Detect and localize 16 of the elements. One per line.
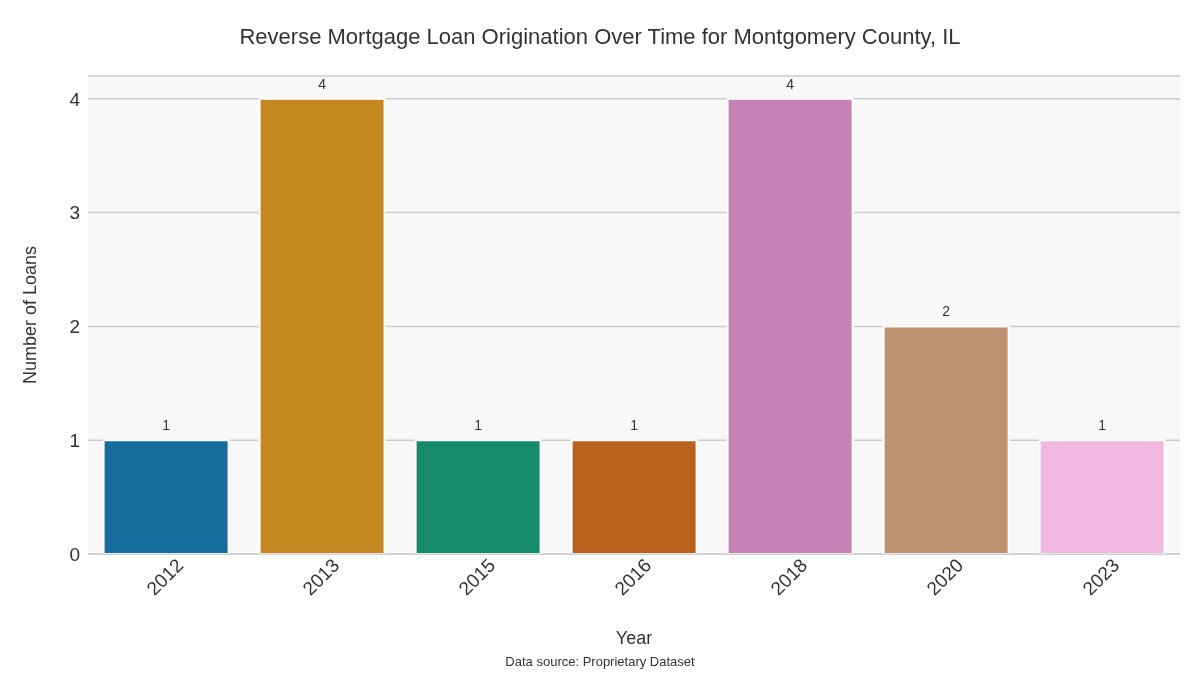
x-axis-title: Year bbox=[615, 628, 653, 648]
y-tick-label: 2 bbox=[69, 316, 80, 338]
data-label: 1 bbox=[1098, 417, 1107, 434]
y-tick-label: 0 bbox=[69, 543, 80, 565]
y-tick-label: 3 bbox=[69, 202, 80, 224]
data-label: 1 bbox=[162, 417, 171, 434]
y-tick-label: 1 bbox=[69, 429, 80, 451]
data-label: 1 bbox=[630, 417, 639, 434]
source-note: Data source: Proprietary Dataset bbox=[504, 654, 696, 669]
chart-title: Reverse Mortgage Loan Origination Over Time for Montgomery County, IL bbox=[238, 23, 962, 51]
data-label: 4 bbox=[318, 75, 327, 92]
y-tick-label: 4 bbox=[69, 88, 81, 110]
data-label: 1 bbox=[474, 417, 483, 434]
data-label: 4 bbox=[786, 75, 795, 92]
y-axis-title: Number of Loans bbox=[20, 245, 41, 385]
data-label: 2 bbox=[942, 303, 951, 320]
